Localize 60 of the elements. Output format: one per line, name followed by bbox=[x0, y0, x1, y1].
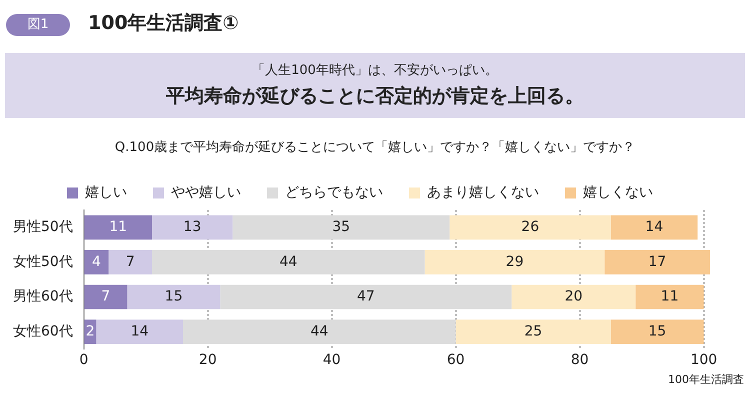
bar bbox=[512, 284, 636, 310]
legend-label: あまり嬉しくない bbox=[427, 184, 539, 201]
data-label: 7 bbox=[126, 254, 135, 270]
x-tick-label: 40 bbox=[322, 352, 341, 368]
caption: 図1 bbox=[6, 14, 70, 36]
x-tick-label: 100 bbox=[690, 352, 718, 368]
data-label: 11 bbox=[660, 288, 679, 305]
data-label: 35 bbox=[332, 219, 350, 236]
data-label: 47 bbox=[356, 288, 375, 305]
bar bbox=[84, 250, 109, 274]
data-label: 14 bbox=[130, 323, 149, 340]
bar bbox=[610, 320, 704, 344]
data-label: 26 bbox=[521, 219, 540, 236]
bar bbox=[152, 250, 425, 274]
data-label: 25 bbox=[524, 323, 542, 340]
data-label: 44 bbox=[279, 254, 298, 270]
y-tick-label: 女性50代 bbox=[12, 254, 73, 270]
x-tick-label: 20 bbox=[198, 352, 217, 368]
legend-label: 嬉しくない bbox=[583, 184, 653, 201]
y-tick-label: 女性60代 bbox=[12, 323, 73, 340]
bar bbox=[232, 215, 450, 240]
bar bbox=[84, 284, 128, 310]
data-label: 15 bbox=[648, 323, 666, 340]
data-label: 4 bbox=[92, 254, 102, 270]
legend-label: 嬉しい bbox=[85, 184, 127, 201]
bar bbox=[108, 250, 152, 274]
bar bbox=[152, 215, 233, 240]
bar bbox=[84, 215, 152, 240]
data-label: 2 bbox=[86, 323, 95, 340]
legend-label: どちらでもない bbox=[285, 184, 383, 201]
bar bbox=[424, 250, 605, 274]
legend-label: やや嬉しい bbox=[171, 184, 241, 201]
data-label: 14 bbox=[645, 219, 664, 236]
y-tick-label: 男性60代 bbox=[12, 288, 73, 305]
data-label: 20 bbox=[564, 288, 583, 305]
bar bbox=[604, 250, 710, 274]
data-label: 7 bbox=[101, 288, 110, 305]
bar bbox=[183, 320, 456, 344]
y-tick-label: 男性50代 bbox=[12, 219, 73, 236]
data-label: 13 bbox=[183, 219, 202, 236]
data-label: 17 bbox=[648, 254, 666, 270]
text: Q.100歳まで平均寿命が延びることについて「嬉しい」ですか？「嬉しくない」ですか？ bbox=[114, 139, 636, 156]
data-label: 29 bbox=[506, 254, 524, 270]
data-label: 44 bbox=[310, 323, 328, 340]
bar bbox=[450, 215, 611, 240]
bar bbox=[610, 215, 698, 240]
x-tick-label: 0 bbox=[79, 352, 88, 368]
chart-subtitle: 「人生100年時代」は、不安がいっぱい。 bbox=[251, 62, 499, 79]
data-label: 15 bbox=[164, 288, 183, 305]
bar bbox=[96, 320, 184, 344]
bar bbox=[636, 284, 704, 310]
x-tick-label: 80 bbox=[570, 352, 589, 368]
bar bbox=[456, 320, 611, 344]
x-tick-label: 60 bbox=[446, 352, 465, 368]
chart-title: 100年生活調査① bbox=[88, 11, 239, 36]
data-label: 11 bbox=[109, 219, 128, 236]
bar bbox=[220, 284, 512, 310]
text: 100年生活調査 bbox=[668, 372, 744, 387]
bar bbox=[127, 284, 220, 310]
text: 平均寿命が延びることに否定的が肯定を上回る。 bbox=[165, 84, 585, 109]
